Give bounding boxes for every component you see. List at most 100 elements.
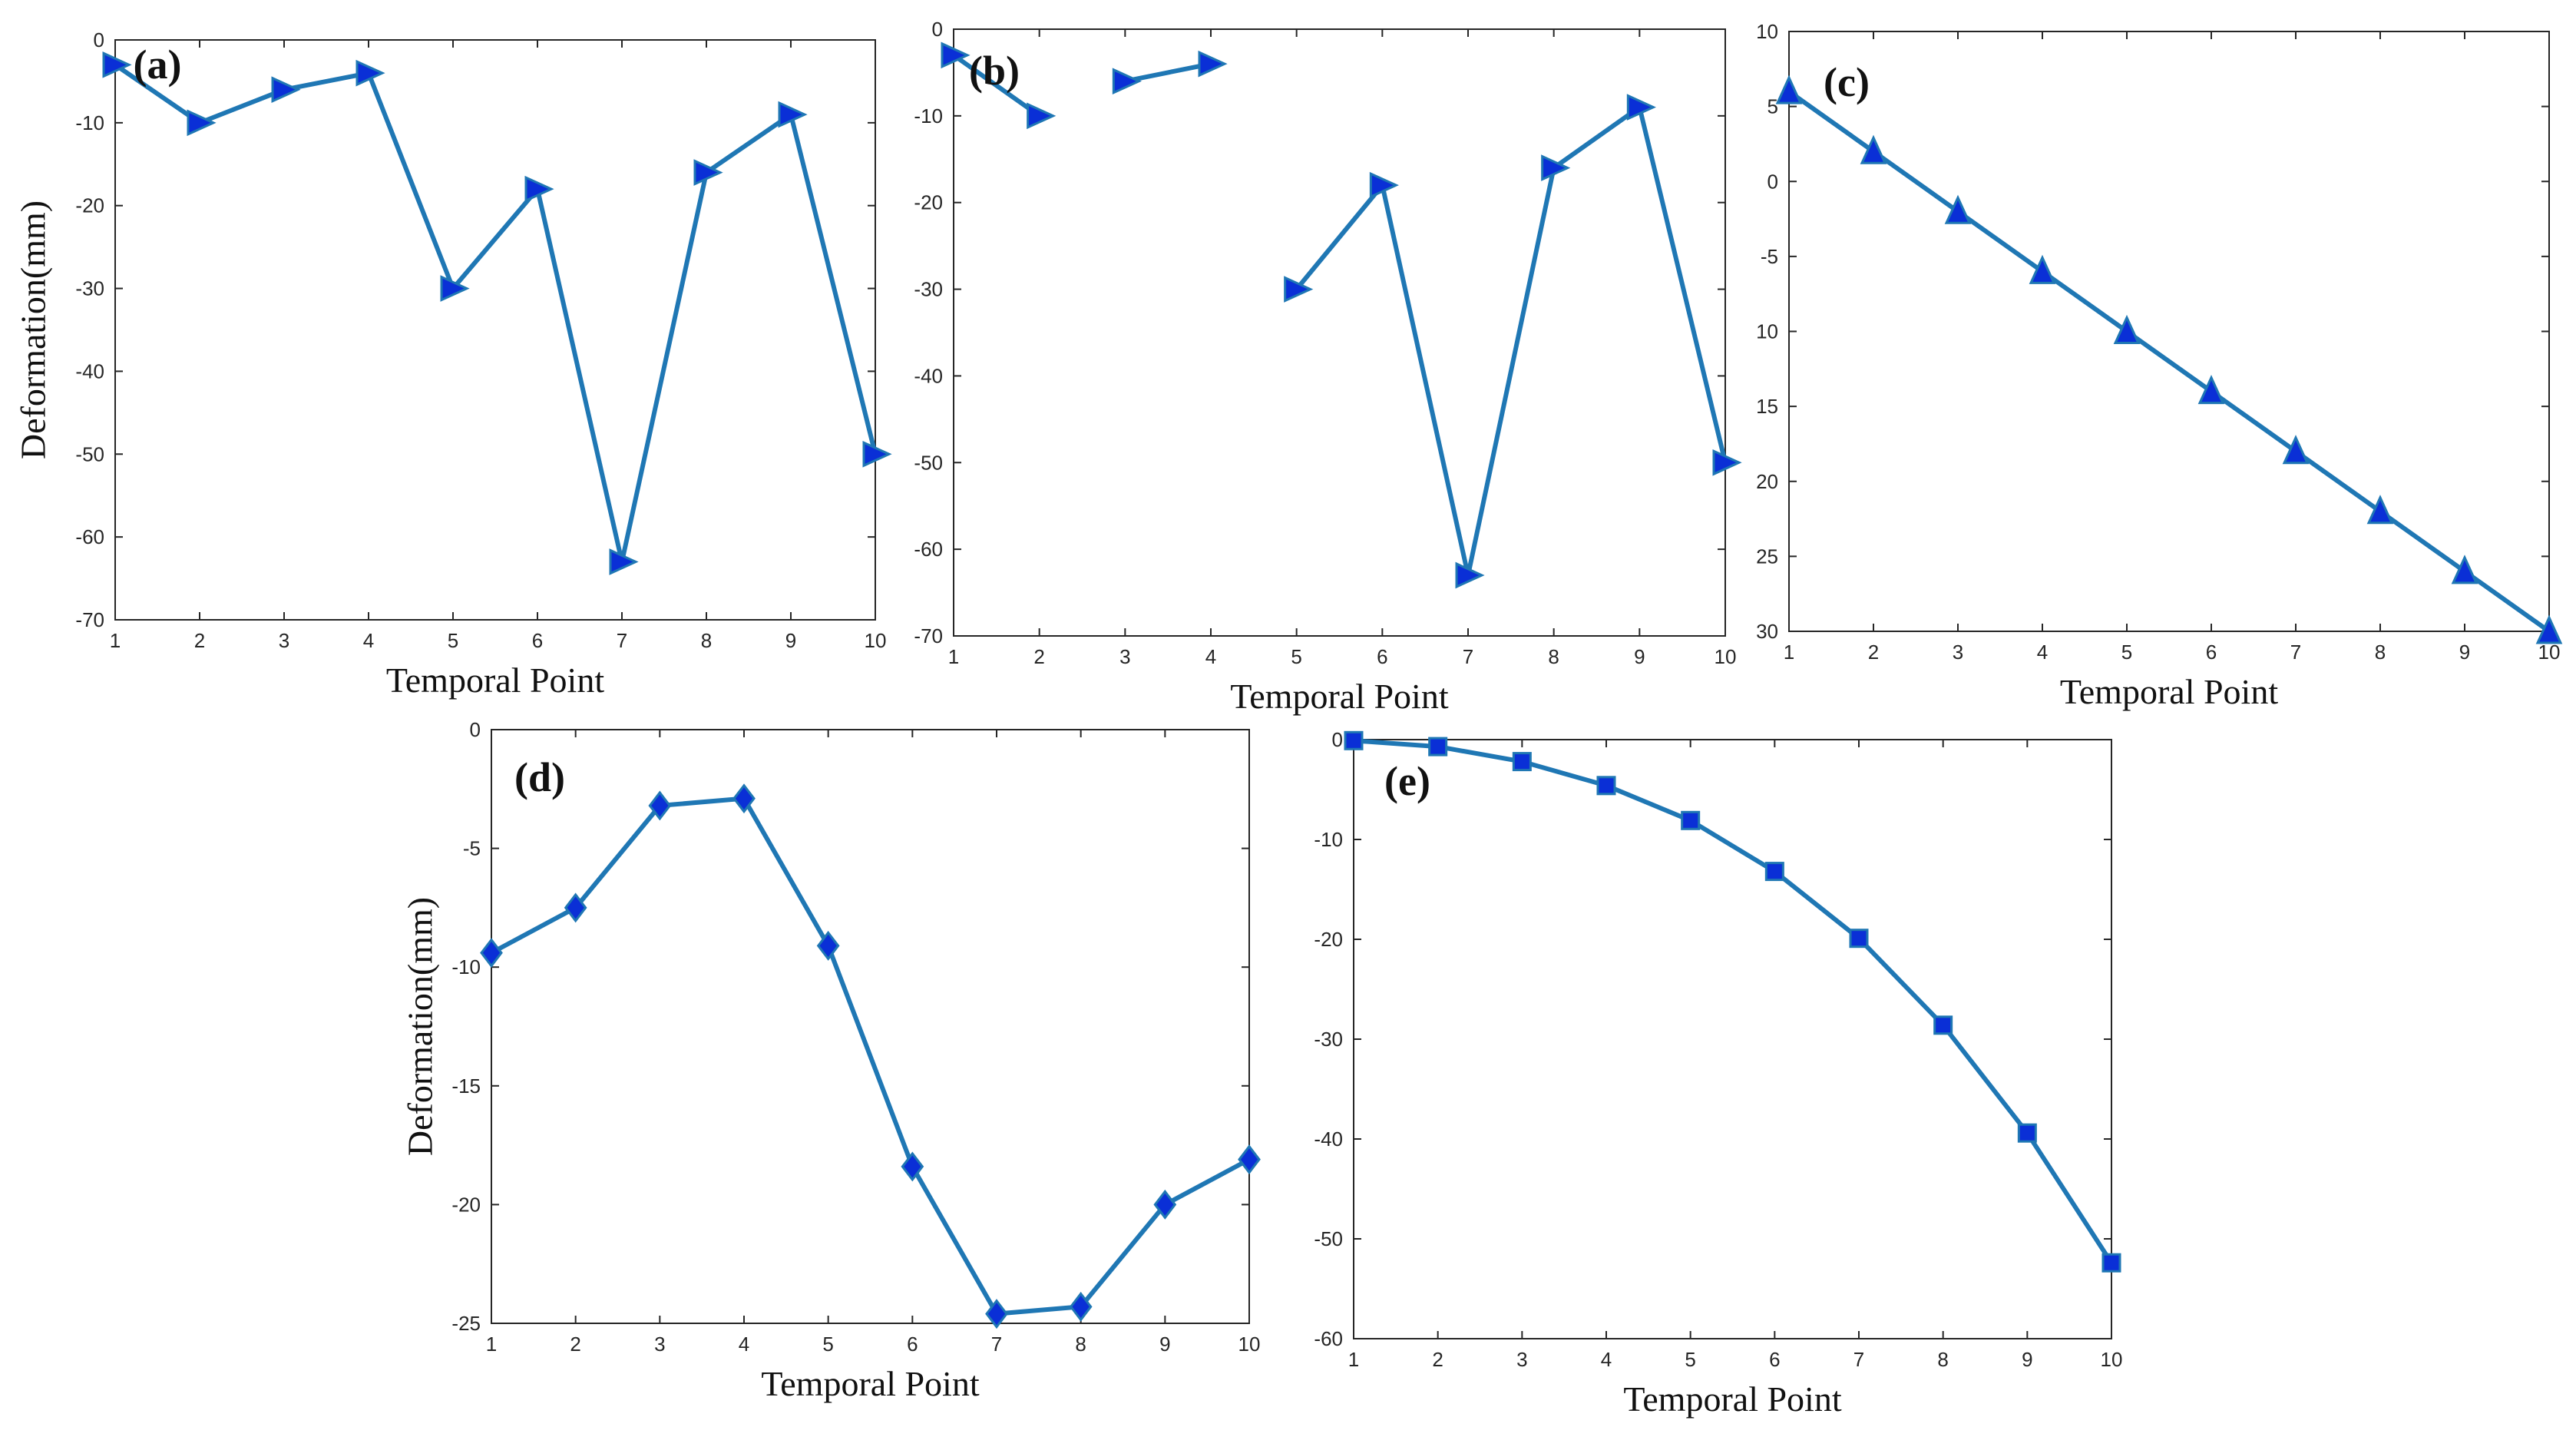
x-tick-label: 6 <box>1769 1348 1780 1371</box>
x-tick-label: 7 <box>991 1333 1002 1356</box>
x-tick-label: 10 <box>2101 1348 2123 1371</box>
data-point <box>440 275 470 302</box>
data-point <box>862 440 892 468</box>
y-tick-label: -30 <box>914 278 943 301</box>
axes-frame <box>114 39 876 621</box>
y-tick-label: 20 <box>1756 470 1778 493</box>
x-tick-label: 2 <box>1033 645 1044 668</box>
data-point <box>1112 68 1142 95</box>
x-tick-label: 6 <box>1377 645 1387 668</box>
y-tick-label: -30 <box>1314 1028 1343 1051</box>
data-point <box>1512 752 1532 772</box>
series-line-deformation <box>1351 738 2114 1266</box>
y-tick-label: -40 <box>1314 1127 1343 1151</box>
y-tick-label: 15 <box>1756 395 1778 418</box>
x-tick-label: 3 <box>1516 1348 1527 1371</box>
data-point <box>524 175 554 203</box>
axes-frame <box>1788 31 2550 632</box>
x-tick-label: 8 <box>1548 645 1559 668</box>
x-tick-label: 8 <box>701 629 712 652</box>
x-tick-label: 7 <box>1463 645 1473 668</box>
y-tick-label: -50 <box>75 442 104 465</box>
x-tick-label: 3 <box>1953 641 1963 664</box>
data-point <box>1860 134 1887 164</box>
y-tick-label: -40 <box>75 359 104 382</box>
y-tick-label: -10 <box>914 104 943 127</box>
data-point <box>355 59 385 87</box>
data-point <box>2029 254 2056 284</box>
data-point <box>1933 1015 1953 1035</box>
x-tick-label: 3 <box>1119 645 1130 668</box>
data-point <box>609 548 639 575</box>
chart-panel-e: 1 2 3 4 5 6 7 8 9 10 0 -10 -20 -30 -40 -50 -60 Temporal P… <box>1314 728 2122 1419</box>
x-tick-label: 10 <box>1238 1333 1261 1356</box>
x-tick-label: 7 <box>2290 641 2301 664</box>
x-tick-label: 2 <box>1432 1348 1443 1371</box>
x-tick-label: 8 <box>1937 1348 1948 1371</box>
x-tick-label: 10 <box>1715 645 1737 668</box>
chart-panel-d: 1 2 3 4 5 6 7 8 9 10 0 -5 -10 -15 -20 -25 Temporal Point… <box>401 718 1261 1403</box>
panel-label: (c) <box>1824 59 1870 105</box>
y-tick-label: 0 <box>470 718 481 741</box>
y-tick-label: -20 <box>75 194 104 217</box>
y-tick-label: -20 <box>914 191 943 214</box>
series-line-deformation <box>489 796 1252 1316</box>
y-tick-label: 10 <box>1756 20 1778 43</box>
x-tick-label: 5 <box>1291 645 1301 668</box>
y-tick-label: -15 <box>451 1074 481 1098</box>
y-tick-label: -70 <box>914 624 943 647</box>
x-tick-label: 8 <box>2375 641 2386 664</box>
data-point <box>1428 737 1448 757</box>
x-tick-label: 6 <box>907 1333 918 1356</box>
y-tick-label: -25 <box>451 1312 481 1335</box>
x-tick-label: 10 <box>2538 641 2561 664</box>
x-axis-title: Temporal Point <box>1230 677 1448 716</box>
x-tick-label: 4 <box>2037 641 2048 664</box>
y-tick-label: 0 <box>932 18 943 41</box>
data-point <box>187 109 217 137</box>
panel-label: (b) <box>969 48 1020 94</box>
y-tick-label: 0 <box>1332 728 1343 751</box>
y-tick-label: -30 <box>75 277 104 300</box>
x-tick-label: 2 <box>194 629 205 652</box>
chart-panel-c: 1 2 3 4 5 6 7 8 9 10 10 5 0 -5 10 15 20 25 30 Temporal Poin… <box>1756 20 2563 711</box>
series-line-deformation <box>1123 61 1213 84</box>
y-tick-label: -10 <box>75 111 104 134</box>
x-axis-title: Temporal Point <box>2060 672 2278 711</box>
data-point <box>564 892 587 923</box>
x-tick-label: 5 <box>1685 1348 1695 1371</box>
axes-frame <box>1353 739 2112 1339</box>
x-tick-label: 4 <box>1601 1348 1612 1371</box>
x-tick-label: 7 <box>617 629 627 652</box>
data-point <box>1764 862 1784 882</box>
panel-label: (e) <box>1384 758 1430 804</box>
y-tick-label: -50 <box>1314 1227 1343 1250</box>
data-point <box>480 938 503 968</box>
x-tick-label: 9 <box>785 629 796 652</box>
data-point <box>1681 810 1701 830</box>
x-tick-label: 9 <box>1159 1333 1170 1356</box>
x-tick-label: 5 <box>822 1333 833 1356</box>
data-point <box>1455 561 1485 589</box>
data-point <box>2113 314 2141 344</box>
data-point <box>1849 929 1869 949</box>
data-point <box>1069 1291 1093 1322</box>
x-tick-label: 6 <box>2206 641 2217 664</box>
data-point <box>693 159 723 186</box>
y-axis-title: Deformation(mm) <box>14 200 53 459</box>
data-point <box>2197 374 2225 405</box>
data-point <box>2101 1253 2121 1273</box>
y-tick-label: -10 <box>1314 828 1343 851</box>
y-axis-title: Deformation(mm) <box>401 897 440 1156</box>
x-tick-label: 6 <box>532 629 543 652</box>
series-line-deformation <box>1294 104 1728 578</box>
data-point <box>2451 555 2478 584</box>
y-tick-label: 5 <box>1767 95 1778 118</box>
data-point <box>1238 1144 1261 1175</box>
x-tick-label: 9 <box>1634 645 1645 668</box>
data-point <box>1369 171 1399 199</box>
y-tick-label: -40 <box>914 364 943 387</box>
data-point <box>2017 1123 2037 1143</box>
data-point <box>1944 194 1972 224</box>
